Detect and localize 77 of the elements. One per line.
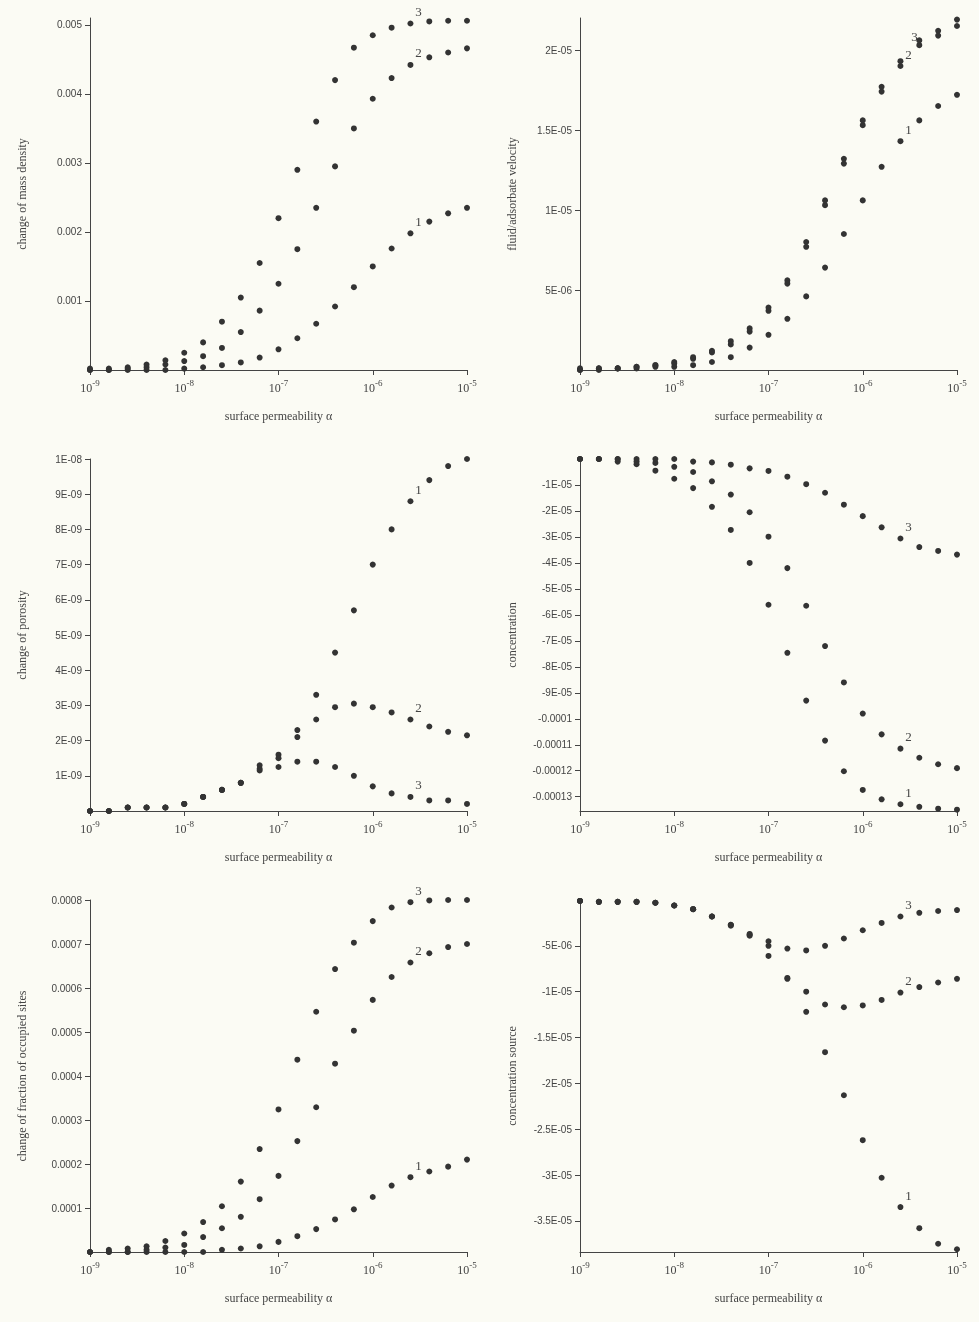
y-tick-label: 3E-09 xyxy=(55,699,83,711)
series-label: 3 xyxy=(911,28,918,44)
y-tick-label: -1E-05 xyxy=(541,986,573,998)
y-tick-label: 1E-05 xyxy=(545,204,573,216)
y-axis-title: concentration xyxy=(505,602,519,668)
y-tick-label: 0.0007 xyxy=(51,938,83,950)
y-tick-label: 5E-06 xyxy=(545,284,573,296)
y-tick-label: -5E-06 xyxy=(541,940,573,952)
y-tick-label: -5E-05 xyxy=(541,583,573,595)
y-tick-label: -8E-05 xyxy=(541,661,573,673)
series-label: 1 xyxy=(415,481,422,497)
series-label: 2 xyxy=(905,46,912,62)
x-axis-title: surface permeability α xyxy=(714,1291,823,1305)
y-tick-label: 0.0008 xyxy=(51,894,83,906)
y-tick-label: -3E-05 xyxy=(541,531,573,543)
y-tick-label: -9E-05 xyxy=(541,687,573,699)
y-axis-title: concentration source xyxy=(505,1026,519,1126)
y-tick-label: 5E-09 xyxy=(55,629,83,641)
y-tick-label: 9E-09 xyxy=(55,488,83,500)
y-tick-label: 8E-09 xyxy=(55,523,83,535)
series-label: 2 xyxy=(905,973,912,989)
y-tick-label: -1E-05 xyxy=(541,479,573,491)
y-tick-label: 2E-09 xyxy=(55,735,83,747)
y-tick-label: 1E-08 xyxy=(55,453,83,465)
y-tick-label: -3E-05 xyxy=(541,1169,573,1181)
y-tick-label: 0.005 xyxy=(56,19,83,31)
series-label: 1 xyxy=(905,121,912,137)
series-label: 2 xyxy=(415,45,422,61)
y-tick-label: 0.002 xyxy=(56,226,83,238)
series-label: 3 xyxy=(905,897,912,912)
y-tick-label: 1.5E-05 xyxy=(536,124,573,136)
y-tick-label: 6E-09 xyxy=(55,594,83,606)
y-axis-title: change of fraction of occupied sites xyxy=(15,990,29,1162)
y-tick-label: -0.0001 xyxy=(538,713,573,725)
y-tick-label: -3.5E-05 xyxy=(533,1215,573,1227)
y-tick-label: 0.0004 xyxy=(51,1070,83,1082)
series-label: 1 xyxy=(905,1187,912,1203)
series-label: 3 xyxy=(415,4,422,20)
series-label: 3 xyxy=(415,777,422,793)
x-axis-title: surface permeability α xyxy=(224,850,333,864)
x-axis-title: surface permeability α xyxy=(224,409,333,423)
y-tick-label: 0.004 xyxy=(56,88,83,100)
y-tick-label: -0.00011 xyxy=(533,739,573,751)
y-tick-label: 7E-09 xyxy=(55,559,83,571)
y-tick-label: -0.00012 xyxy=(532,765,573,777)
y-tick-label: 4E-09 xyxy=(55,664,83,676)
y-tick-label: 0.001 xyxy=(56,295,83,307)
y-tick-label: -4E-05 xyxy=(541,557,573,569)
y-tick-label: -7E-05 xyxy=(541,635,573,647)
y-tick-label: -2.5E-05 xyxy=(533,1123,573,1135)
series-label: 1 xyxy=(415,1157,422,1173)
y-tick-label: 0.0005 xyxy=(51,1026,83,1038)
series-label: 1 xyxy=(415,213,422,229)
y-tick-label: -1.5E-05 xyxy=(533,1032,573,1043)
series-label: 2 xyxy=(905,729,912,745)
series-label: 2 xyxy=(415,699,422,715)
x-axis-title: surface permeability α xyxy=(714,850,823,864)
y-tick-label: 2E-05 xyxy=(545,44,573,56)
y-tick-label: 0.0006 xyxy=(51,982,83,994)
y-tick-label: 0.0001 xyxy=(51,1202,83,1214)
y-tick-label: 0.0003 xyxy=(51,1114,83,1126)
y-tick-label: -6E-05 xyxy=(541,609,573,621)
y-axis-title: change of mass density xyxy=(15,138,29,250)
y-tick-label: -0.00013 xyxy=(532,791,573,803)
y-tick-label: 0.003 xyxy=(56,157,83,169)
x-axis-title: surface permeability α xyxy=(224,1291,333,1305)
y-axis-title: change of porosity xyxy=(15,590,29,680)
y-tick-label: -2E-05 xyxy=(541,1077,573,1089)
y-axis-title: fluid/adsorbate velocity xyxy=(505,137,519,251)
series-label: 1 xyxy=(905,784,912,800)
y-tick-label: -2E-05 xyxy=(541,505,573,517)
series-label: 3 xyxy=(905,518,912,534)
series-label: 2 xyxy=(415,942,422,958)
y-tick-label: 1E-09 xyxy=(55,770,83,782)
x-axis-title: surface permeability α xyxy=(714,409,823,423)
series-label: 3 xyxy=(415,882,422,898)
y-tick-label: 0.0002 xyxy=(51,1158,83,1170)
